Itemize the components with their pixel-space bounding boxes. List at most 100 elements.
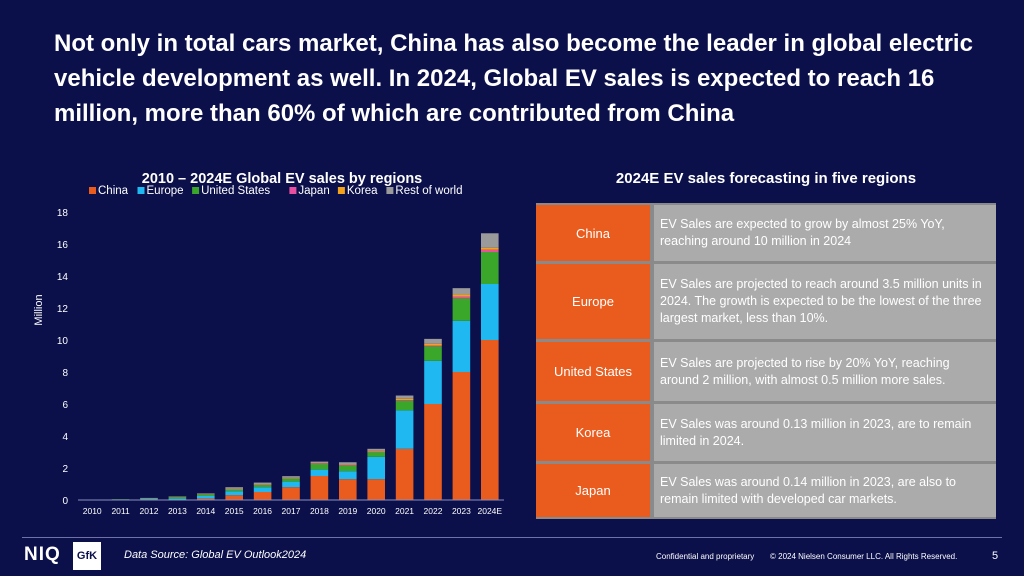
bar-united-states-2020 xyxy=(367,452,386,457)
bar-rest-of-world-2020 xyxy=(367,448,386,451)
bar-japan-2024e xyxy=(480,249,499,252)
x-tick-label: 2022 xyxy=(424,506,443,516)
bar-china-2020 xyxy=(367,479,386,500)
legend-label-korea: Korea xyxy=(347,185,378,197)
bar-europe-2017 xyxy=(282,481,300,488)
x-tick-label: 2017 xyxy=(282,506,301,516)
bar-rest-of-world-2024e xyxy=(480,233,499,248)
legend-swatch-korea xyxy=(337,187,345,194)
niq-logo: NIQ xyxy=(24,544,61,565)
bar-united-states-2018 xyxy=(310,464,329,470)
legend-label-united-states: United States xyxy=(201,185,270,197)
x-tick-label: 2023 xyxy=(452,506,471,516)
y-tick-label: 10 xyxy=(57,336,69,347)
y-axis-label: Million xyxy=(33,294,45,325)
legend-label-rest-of-world: Rest of world xyxy=(395,185,462,197)
bar-rest-of-world-2013 xyxy=(168,496,187,497)
bar-korea-2018 xyxy=(310,463,329,464)
x-tick-label: 2013 xyxy=(168,506,187,516)
bar-china-2019 xyxy=(338,479,357,500)
forecast-table: China EV Sales are expected to grow by a… xyxy=(536,203,996,519)
y-tick-label: 18 xyxy=(57,208,69,219)
y-axis: 0 2 4 6 8 10 12 14 16 18 xyxy=(57,208,69,507)
bar-korea-2023 xyxy=(452,294,471,297)
bar-japan-2019 xyxy=(338,465,357,466)
bar-korea-2017 xyxy=(282,477,300,479)
bar-rest-of-world-2023 xyxy=(452,288,471,295)
bar-rest-of-world-2019 xyxy=(338,462,357,465)
bar-rest-of-world-2017 xyxy=(282,476,300,478)
x-tick-label: 2012 xyxy=(140,506,159,516)
bar-korea-2015 xyxy=(225,488,244,490)
bar-japan-2018 xyxy=(310,463,329,465)
y-tick-label: 14 xyxy=(57,272,69,283)
region-description: EV Sales was around 0.14 million in 2023… xyxy=(654,464,996,517)
confidential-note: Confidential and proprietary xyxy=(656,552,755,561)
x-tick-label: 2021 xyxy=(395,506,414,516)
y-tick-label: 2 xyxy=(62,464,68,475)
region-name: China xyxy=(536,205,650,261)
bar-rest-of-world-2014 xyxy=(196,493,215,494)
forecast-title: 2024E EV sales forecasting in five regio… xyxy=(615,170,917,187)
legend-swatch-europe xyxy=(137,187,145,194)
bar-rest-of-world-2021 xyxy=(395,395,414,399)
y-tick-label: 12 xyxy=(57,304,69,315)
bar-united-states-2023 xyxy=(452,298,471,321)
bar-europe-2023 xyxy=(452,320,471,372)
bar-europe-2022 xyxy=(424,360,442,404)
chart-legend: China Europe United States Japan Korea Rest o… xyxy=(89,185,463,197)
bar-korea-2021 xyxy=(395,398,414,401)
region-name: Japan xyxy=(536,464,650,517)
bar-europe-2018 xyxy=(310,469,329,476)
bar-united-states-2019 xyxy=(338,465,357,472)
bar-china-2014 xyxy=(196,498,215,500)
data-source: Data Source: Global EV Outlook2024 xyxy=(124,549,307,561)
x-tick-label: 2024E xyxy=(478,506,503,516)
legend-label-europe: Europe xyxy=(147,185,184,197)
bar-korea-2016 xyxy=(253,484,272,485)
bar-china-2024e xyxy=(480,340,499,500)
region-name: United States xyxy=(536,342,650,401)
x-axis: 2010 2011 2012 2013 2014 2015 2016 2017 2018 2019… xyxy=(83,506,503,516)
bar-united-states-2014 xyxy=(196,494,215,496)
page-number: 5 xyxy=(992,550,999,562)
x-tick-label: 2010 xyxy=(83,506,102,516)
footer-divider xyxy=(22,537,1002,538)
bar-korea-2019 xyxy=(338,464,357,466)
bar-rest-of-world-2018 xyxy=(310,461,329,464)
bar-europe-2015 xyxy=(225,491,244,496)
forecast-row-china: China EV Sales are expected to grow by a… xyxy=(536,205,996,261)
bar-rest-of-world-2015 xyxy=(225,487,244,489)
region-description: EV Sales are projected to rise by 20% Yo… xyxy=(654,342,996,401)
bar-europe-2013 xyxy=(168,498,187,500)
bar-united-states-2011 xyxy=(111,499,130,500)
bar-united-states-2017 xyxy=(282,478,300,482)
bar-europe-2012 xyxy=(140,499,158,500)
bar-europe-2019 xyxy=(338,471,357,480)
bar-area xyxy=(83,233,499,501)
legend-swatch-united-states xyxy=(192,187,200,194)
bar-united-states-2012 xyxy=(140,498,158,500)
bar-rest-of-world-2022 xyxy=(424,338,442,344)
x-tick-label: 2018 xyxy=(310,506,329,516)
bar-japan-2022 xyxy=(424,345,442,347)
bar-china-2017 xyxy=(282,487,300,500)
legend-swatch-rest-of-world xyxy=(386,187,394,194)
bar-united-states-2021 xyxy=(395,400,414,411)
bar-japan-2017 xyxy=(282,478,300,479)
bar-rest-of-world-2012 xyxy=(140,497,158,499)
bar-china-2016 xyxy=(253,492,272,500)
region-name: Europe xyxy=(536,264,650,339)
legend-swatch-china xyxy=(89,187,96,194)
forecast-row-europe: Europe EV Sales are projected to reach a… xyxy=(536,264,996,339)
bar-united-states-2016 xyxy=(253,484,272,488)
chart-title: 2010 – 2024E Global EV sales by regions xyxy=(142,171,422,187)
bar-rest-of-world-2016 xyxy=(253,482,272,485)
legend-label-japan: Japan xyxy=(298,185,329,197)
region-description: EV Sales are projected to reach around 3… xyxy=(654,264,996,339)
region-description: EV Sales was around 0.13 million in 2023… xyxy=(654,404,996,461)
bar-europe-2016 xyxy=(253,487,272,492)
x-tick-label: 2016 xyxy=(253,506,272,516)
bar-china-2018 xyxy=(310,476,329,500)
x-tick-label: 2011 xyxy=(111,506,130,516)
